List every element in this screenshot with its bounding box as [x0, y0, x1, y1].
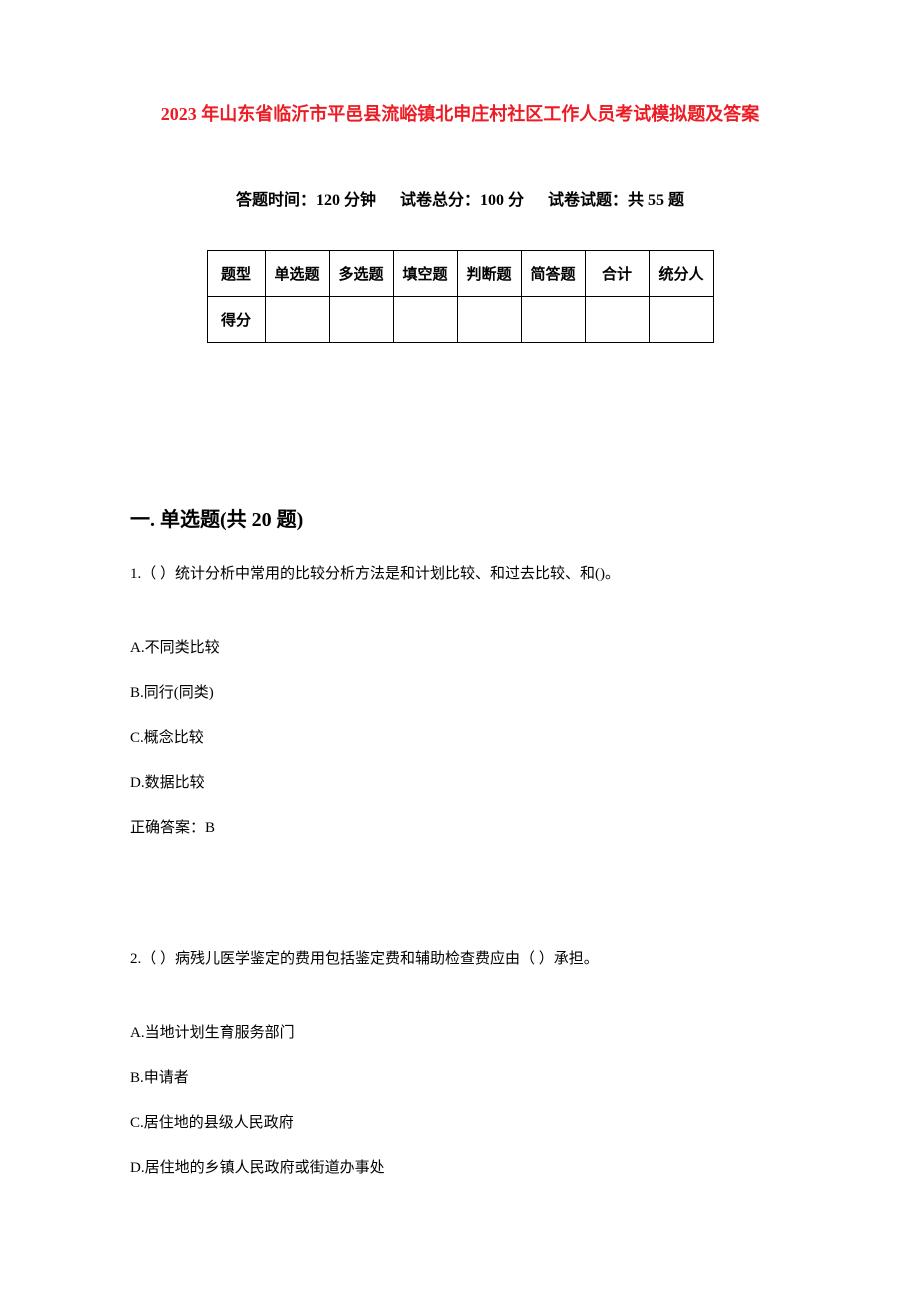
table-cell: [585, 297, 649, 343]
table-header-cell: 单选题: [265, 251, 329, 297]
table-header-cell: 判断题: [457, 251, 521, 297]
document-title: 2023 年山东省临沂市平邑县流峪镇北申庄村社区工作人员考试模拟题及答案: [130, 100, 790, 126]
option-d: D.居住地的乡镇人民政府或街道办事处: [130, 1156, 790, 1177]
table-header-cell: 填空题: [393, 251, 457, 297]
question-count: 试卷试题：共 55 题: [548, 192, 684, 209]
table-header-cell: 合计: [585, 251, 649, 297]
table-cell: [521, 297, 585, 343]
option-a: A.不同类比较: [130, 636, 790, 657]
table-header-cell: 统分人: [649, 251, 713, 297]
option-c: C.概念比较: [130, 726, 790, 747]
question-stem: 2.（ ）病残儿医学鉴定的费用包括鉴定费和辅助检查费应由（ ）承担。: [130, 947, 790, 971]
option-b: B.同行(同类): [130, 681, 790, 702]
table-cell: [265, 297, 329, 343]
exam-meta: 答题时间：120 分钟 试卷总分：100 分 试卷试题：共 55 题: [130, 186, 790, 210]
time-limit: 答题时间：120 分钟: [236, 192, 376, 209]
correct-answer: 正确答案：B: [130, 816, 790, 837]
question-block: 1.（ ）统计分析中常用的比较分析方法是和计划比较、和过去比较、和()。 A.不…: [130, 562, 790, 837]
question-block: 2.（ ）病残儿医学鉴定的费用包括鉴定费和辅助检查费应由（ ）承担。 A.当地计…: [130, 947, 790, 1177]
option-c: C.居住地的县级人民政府: [130, 1111, 790, 1132]
table-cell: [649, 297, 713, 343]
table-header-cell: 简答题: [521, 251, 585, 297]
option-d: D.数据比较: [130, 771, 790, 792]
table-cell: [393, 297, 457, 343]
table-row: 题型 单选题 多选题 填空题 判断题 简答题 合计 统分人: [207, 251, 713, 297]
table-header-cell: 题型: [207, 251, 265, 297]
option-a: A.当地计划生育服务部门: [130, 1021, 790, 1042]
section-heading: 一. 单选题(共 20 题): [130, 503, 790, 532]
table-cell: [457, 297, 521, 343]
question-stem: 1.（ ）统计分析中常用的比较分析方法是和计划比较、和过去比较、和()。: [130, 562, 790, 586]
score-table: 题型 单选题 多选题 填空题 判断题 简答题 合计 统分人 得分: [207, 250, 714, 343]
table-cell: 得分: [207, 297, 265, 343]
total-score: 试卷总分：100 分: [400, 192, 524, 209]
option-b: B.申请者: [130, 1066, 790, 1087]
table-header-cell: 多选题: [329, 251, 393, 297]
table-cell: [329, 297, 393, 343]
table-row: 得分: [207, 297, 713, 343]
